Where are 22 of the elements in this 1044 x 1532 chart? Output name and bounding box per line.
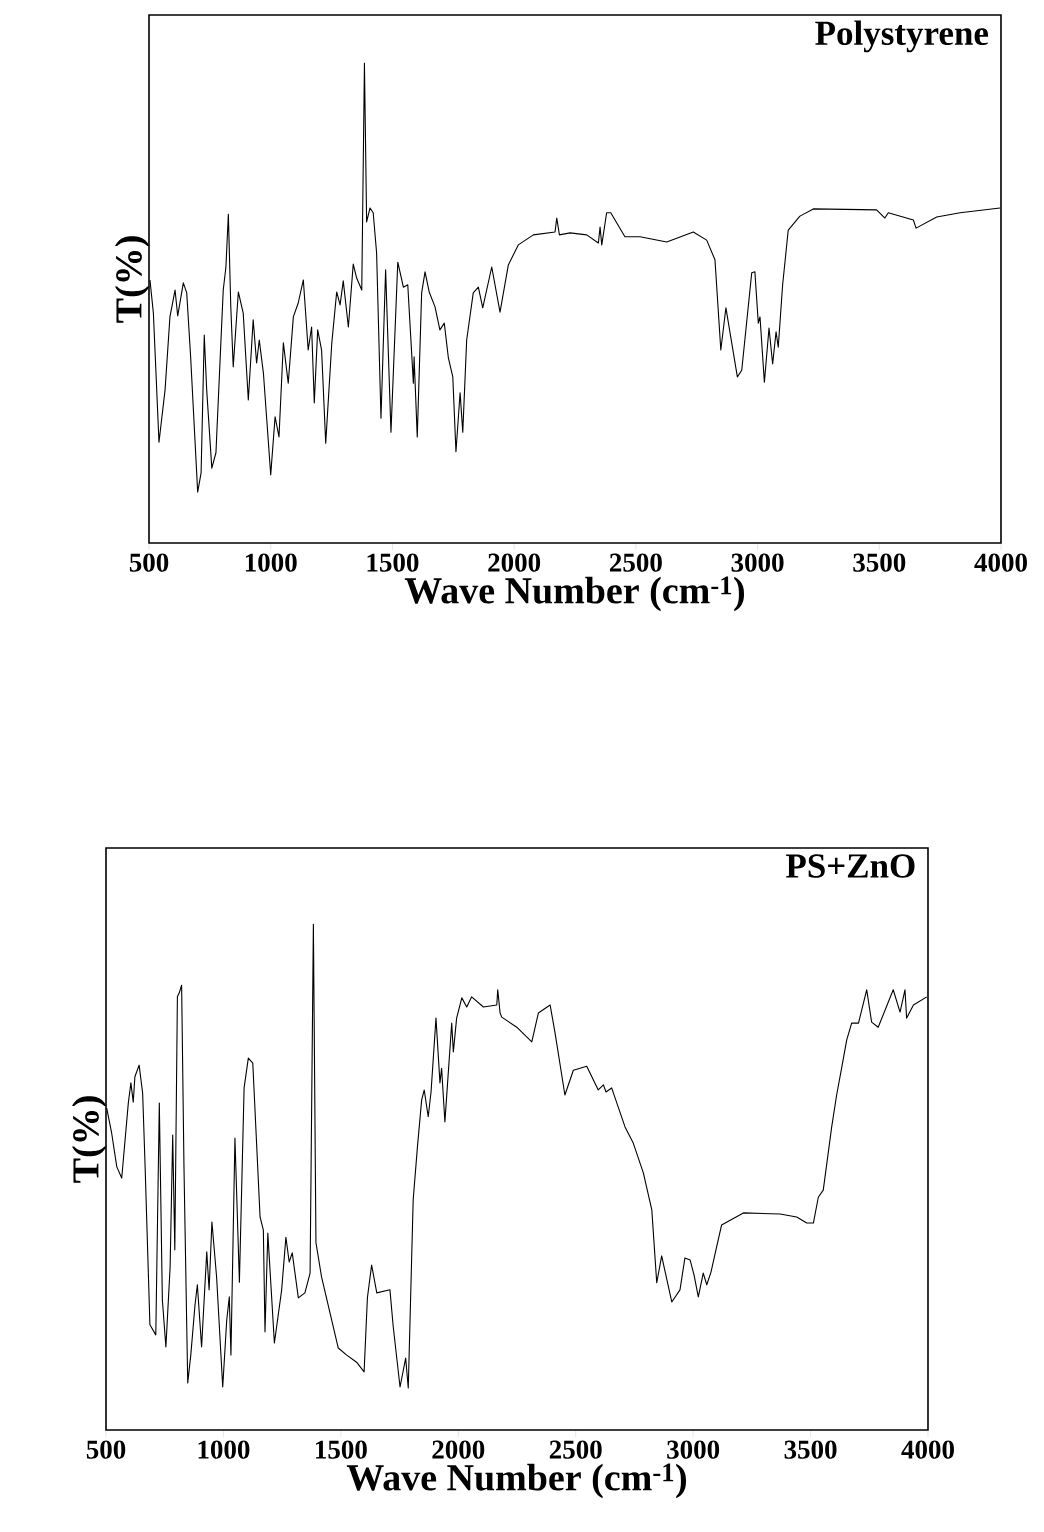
x-tick-label: 500 (86, 1440, 126, 1459)
x-tick-label: 2000 (432, 1440, 485, 1459)
x-tick-label: 3000 (667, 1440, 720, 1459)
x-axis-title: Wave Number (cm$^{-1}$) (346, 1463, 686, 1499)
x-tick-label: 1500 (367, 553, 419, 572)
y-axis-title: T(%) (72, 1096, 107, 1183)
x-tick-label: 4000 (901, 1440, 954, 1459)
x-tick-label: 3500 (853, 553, 906, 572)
x-tick-label: 4000 (974, 553, 1027, 572)
x-tick-label: 2500 (549, 1440, 602, 1459)
x-tick-label: 2500 (609, 553, 662, 572)
x-tick-label: 1000 (198, 1440, 250, 1459)
x-tick-label: 3000 (731, 553, 784, 572)
x-tick-label: 1500 (316, 1440, 367, 1459)
x-tick-label: 2000 (488, 553, 541, 572)
x-axis-title: Wave Number (cm$^{-1}$) (404, 576, 744, 612)
chart-title: PS+ZnO (786, 854, 915, 878)
y-axis-title: T(%) (115, 236, 150, 323)
x-tick-label: 500 (129, 553, 169, 572)
x-tick-label: 1000 (245, 553, 297, 572)
x-tick-label: 3500 (784, 1440, 837, 1459)
chart-title: Polystyrene (815, 20, 989, 53)
